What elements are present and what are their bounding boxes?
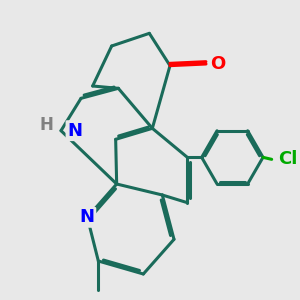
Text: N: N	[67, 122, 82, 140]
Text: O: O	[210, 55, 225, 73]
Text: Cl: Cl	[278, 150, 297, 168]
Text: N: N	[80, 208, 95, 226]
Text: H: H	[40, 116, 54, 134]
